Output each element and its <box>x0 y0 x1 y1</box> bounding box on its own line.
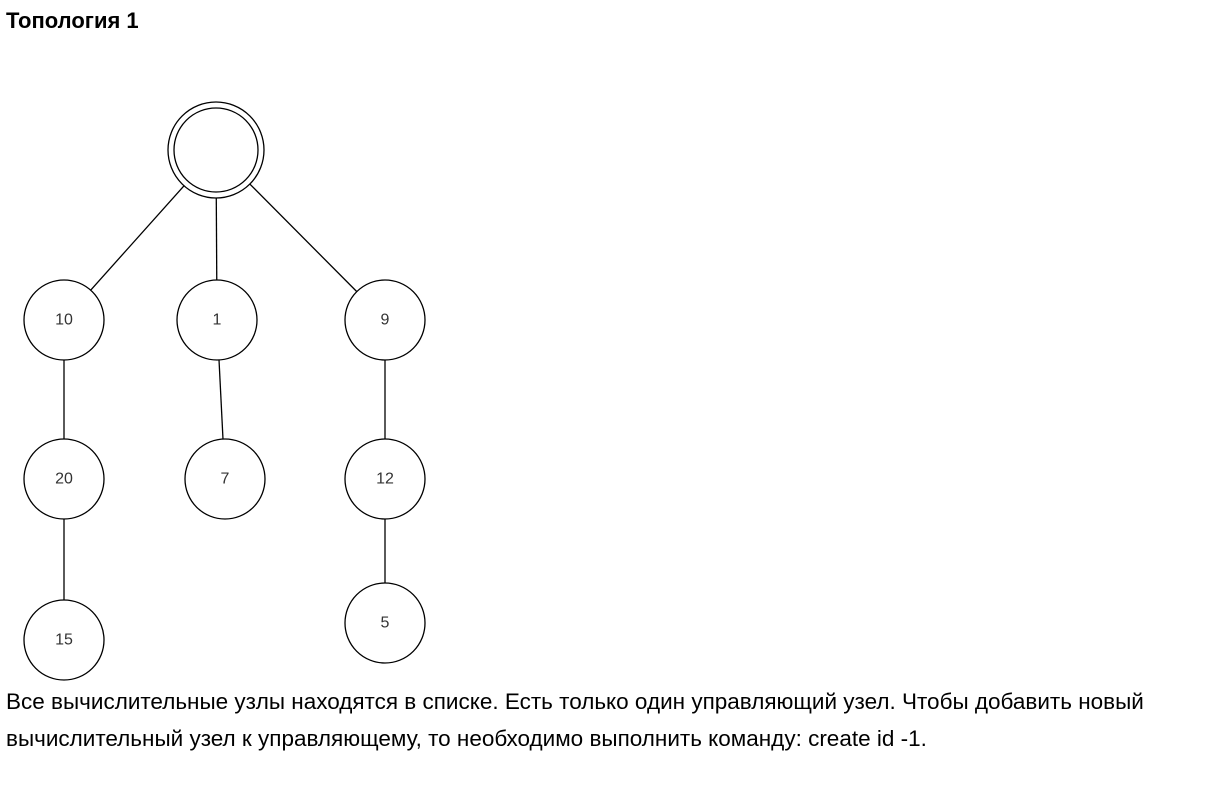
node-circle <box>23 599 105 681</box>
node-10: 10 <box>23 279 105 361</box>
node-circle <box>344 582 426 664</box>
description-text: Все вычислительные узлы находятся в спис… <box>6 689 1144 751</box>
page-title: Топология 1 <box>6 8 139 33</box>
node-label: 20 <box>55 471 73 488</box>
node-circle <box>184 438 266 520</box>
node-circle <box>176 279 258 361</box>
node-7: 7 <box>184 438 266 520</box>
node-label: 12 <box>376 471 394 488</box>
nodes-layer: 10 1 9 20 7 12 15 5 <box>23 101 426 681</box>
node-15: 15 <box>23 599 105 681</box>
node-1: 1 <box>176 279 258 361</box>
node-circle <box>344 279 426 361</box>
node-label: 7 <box>221 471 230 488</box>
node-circle <box>344 438 426 520</box>
node-12: 12 <box>344 438 426 520</box>
node-20: 20 <box>23 438 105 520</box>
edge-n1-n7 <box>218 359 224 440</box>
root-node-inner-ring <box>173 107 259 193</box>
node-label: 5 <box>381 615 390 632</box>
node-label: 9 <box>381 312 390 329</box>
node-circle <box>23 438 105 520</box>
root-node <box>167 101 265 199</box>
node-label: 15 <box>55 632 73 649</box>
edge-root-n10 <box>90 185 185 291</box>
node-circle <box>23 279 105 361</box>
node-label: 10 <box>55 312 73 329</box>
edges-layer <box>63 183 386 600</box>
node-9: 9 <box>344 279 426 361</box>
node-5: 5 <box>344 582 426 664</box>
edge-root-n9 <box>249 183 358 293</box>
node-label: 1 <box>213 312 222 329</box>
